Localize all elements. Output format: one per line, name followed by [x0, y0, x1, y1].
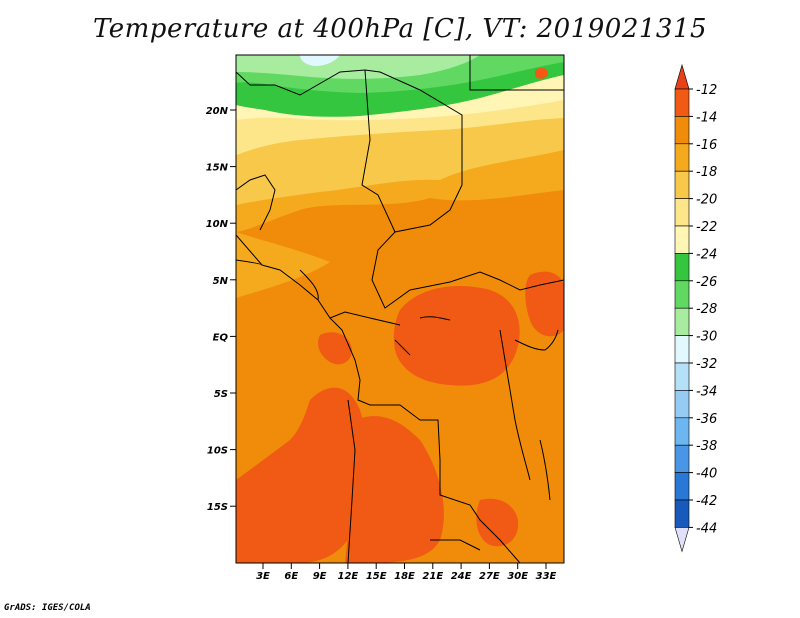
- lon-tick-label: 12E: [338, 571, 359, 582]
- colorbar-swatch: [674, 390, 690, 419]
- colorbar-swatch: [674, 280, 690, 309]
- border-line-south: [430, 539, 481, 551]
- colorbar-label: -26: [696, 275, 717, 290]
- lon-tick-label: 27E: [479, 571, 500, 582]
- colorbar-label: -42: [696, 494, 717, 509]
- colorbar-label: -38: [696, 439, 717, 454]
- colorbar-label: -34: [696, 384, 717, 399]
- map-title: Temperature at 400hPa [C], VT: 201902131…: [92, 14, 708, 44]
- colorbar-label: -12: [696, 83, 717, 98]
- colorbar-swatch: [674, 170, 690, 199]
- colorbar-label: -28: [696, 302, 717, 317]
- coastline-nigeria: [299, 269, 319, 301]
- colorbar-swatch: [674, 472, 690, 501]
- rift-lakes-line: [499, 329, 531, 481]
- field-speck-dark-orange-ne: [535, 67, 548, 79]
- lat-tick-label: 5N: [213, 276, 229, 287]
- field-patch-dark-orange-basin: [393, 286, 520, 386]
- colorbar-swatch: [674, 444, 690, 473]
- colorbar-swatch: [674, 225, 690, 254]
- lon-tick-label: 15E: [366, 571, 387, 582]
- lon-tick-label: 24E: [451, 571, 472, 582]
- river-segment: [394, 339, 411, 356]
- colorbar-swatch: [674, 116, 690, 145]
- colorbar-swatch: [674, 143, 690, 172]
- colorbar-label: -40: [696, 467, 717, 482]
- border-line-chad-west: [361, 69, 396, 233]
- lat-tick-label: 10S: [207, 446, 228, 457]
- lat-tick-label: EQ: [213, 332, 229, 343]
- lon-tick-label: 3E: [256, 571, 270, 582]
- map-frame: [235, 54, 565, 564]
- colorbar-swatch: [674, 362, 690, 391]
- colorbar-label: -20: [696, 193, 717, 208]
- colorbar-label: -14: [696, 110, 717, 125]
- field-band-light-green: [236, 55, 480, 79]
- lon-tick-label: 30E: [507, 571, 528, 582]
- lon-tick-label: 6E: [284, 571, 298, 582]
- colorbar-top-arrow: [674, 63, 690, 90]
- field-patch-dark-orange-south: [345, 416, 444, 563]
- colorbar-label: -24: [696, 247, 717, 262]
- country-borders: [236, 55, 564, 563]
- field-band-light-orange-west: [236, 232, 330, 298]
- longitude-axis: 3E 6E 9E 12E 15E 18E 21E 24E 27E 30E 33E: [256, 563, 557, 582]
- colorbar-label: -44: [696, 521, 717, 536]
- border-line-north: [236, 69, 564, 309]
- colorbar-label: -36: [696, 412, 717, 427]
- colorbar: -12 -14 -16 -18 -20 -22 -24 -26 -28 -30 -32 -34 -36 -…: [674, 63, 717, 553]
- colorbar-swatch: [674, 307, 690, 336]
- border-line-ne: [469, 55, 564, 91]
- lake-victoria-outline: [514, 329, 559, 351]
- lon-tick-label: 21E: [422, 571, 443, 582]
- border-line-angola-west: [347, 399, 356, 563]
- lon-tick-label: 9E: [313, 571, 327, 582]
- field-patch-dark-orange-east: [525, 271, 564, 337]
- colorbar-swatch: [674, 88, 690, 117]
- coastline-gulf: [236, 259, 263, 266]
- colorbar-label: -16: [696, 138, 717, 153]
- colorbar-label: -18: [696, 165, 717, 180]
- colorbar-label: -30: [696, 330, 717, 345]
- lat-tick-label: 10N: [206, 219, 229, 230]
- colorbar-swatch: [674, 417, 690, 446]
- grads-credit: GrADS: IGES/COLA: [4, 603, 91, 613]
- lake-malawi-outline: [539, 439, 551, 501]
- lat-tick-label: 15N: [206, 163, 229, 174]
- colorbar-swatch: [674, 253, 690, 282]
- field-patch-dark-orange-se: [476, 498, 519, 547]
- river-congo: [419, 316, 451, 321]
- colorbar-swatch: [674, 499, 690, 528]
- border-line-central: [329, 317, 521, 563]
- colorbar-label: -32: [696, 357, 717, 372]
- border-line-nigeria-west: [236, 174, 276, 231]
- field-patch-dark-orange-sw: [236, 387, 366, 563]
- lat-tick-label: 5S: [214, 389, 228, 400]
- colorbar-swatch: [674, 198, 690, 227]
- field-patch-pale-cyan: [300, 55, 340, 66]
- colorbar-swatch: [674, 335, 690, 364]
- lat-tick-label: 15S: [207, 502, 228, 513]
- colorbar-bottom-arrow: [674, 527, 690, 553]
- latitude-axis: 20N 15N 10N 5N EQ 5S 10S 15S: [206, 106, 236, 513]
- lon-tick-label: 33E: [536, 571, 557, 582]
- temperature-field: [236, 55, 564, 563]
- lat-tick-label: 20N: [206, 106, 229, 117]
- lon-tick-label: 18E: [394, 571, 415, 582]
- colorbar-label: -22: [696, 220, 717, 235]
- field-patch-dark-orange-coast: [318, 332, 352, 365]
